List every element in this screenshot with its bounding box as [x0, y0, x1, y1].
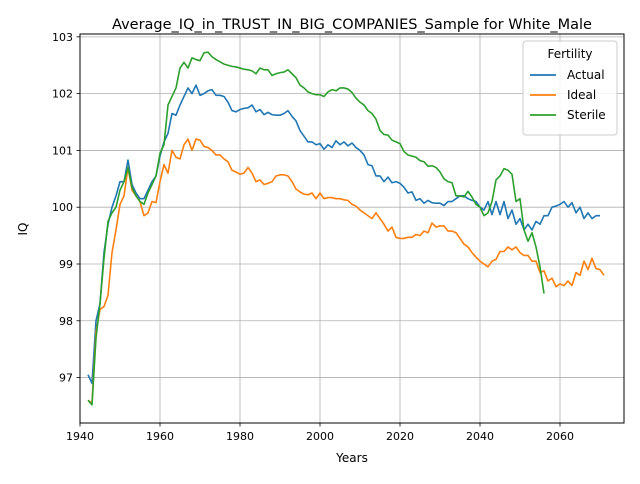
legend-title: Fertility [547, 47, 592, 61]
chart-title: Average_IQ_in_TRUST_IN_BIG_COMPANIES_Sam… [112, 17, 592, 33]
x-tick-label: 2020 [386, 430, 414, 443]
y-tick-label: 98 [59, 315, 73, 328]
x-tick-label: 1960 [146, 430, 174, 443]
y-tick-label: 99 [59, 258, 73, 271]
x-axis-label: Years [335, 451, 368, 465]
y-tick-label: 97 [59, 372, 73, 385]
legend-box [522, 40, 618, 136]
y-tick-label: 101 [52, 144, 73, 157]
legend-label-ideal: Ideal [567, 88, 596, 102]
y-tick-label: 102 [52, 88, 73, 101]
x-tick-label: 1940 [66, 430, 94, 443]
x-tick-label: 2000 [306, 430, 334, 443]
y-tick-label: 100 [52, 201, 73, 214]
x-tick-label: 2060 [546, 430, 574, 443]
legend-label-sterile: Sterile [567, 108, 606, 122]
y-tick-label: 103 [52, 31, 73, 44]
plot-frame [79, 33, 625, 424]
series-line-actual [87, 84, 600, 385]
series-lines [87, 51, 605, 406]
x-axis-ticks: 1940 1960 1980 2000 2020 2040 2060 [66, 423, 574, 443]
legend: Fertility Actual Ideal Sterile [522, 40, 618, 136]
legend-label-actual: Actual [567, 68, 605, 82]
x-tick-label: 2040 [466, 430, 494, 443]
x-tick-label: 1980 [226, 430, 254, 443]
series-line-sterile [87, 51, 545, 406]
series-line-ideal [87, 138, 605, 404]
legend-entries: Actual Ideal Sterile [530, 68, 606, 122]
y-axis-ticks: 97 98 99 100 101 102 103 [52, 31, 80, 385]
y-axis-label: IQ [16, 223, 30, 236]
